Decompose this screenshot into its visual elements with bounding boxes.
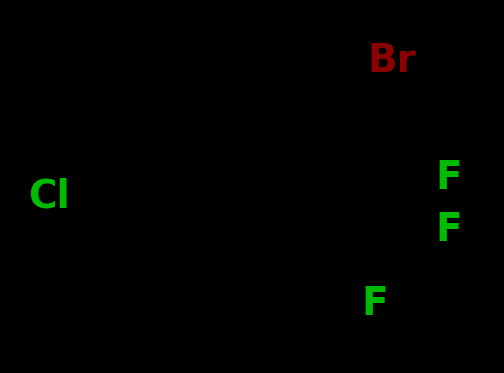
Text: Cl: Cl — [28, 177, 70, 215]
Text: F: F — [435, 211, 462, 249]
Text: F: F — [435, 159, 462, 197]
Text: Br: Br — [367, 42, 416, 80]
Text: F: F — [362, 285, 388, 323]
